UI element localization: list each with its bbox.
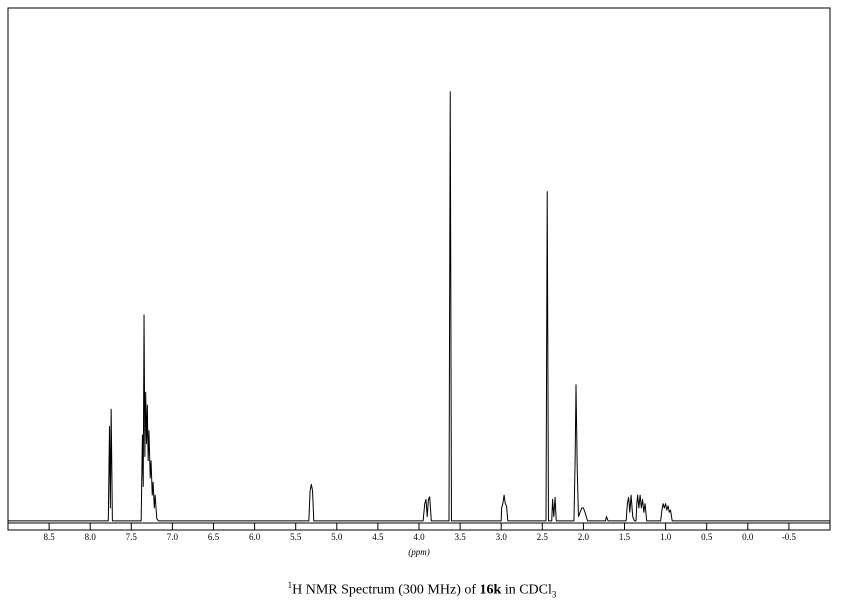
x-tick-label: 6.0 (249, 532, 261, 542)
x-tick-label: 5.5 (290, 532, 302, 542)
x-tick-label: 0.0 (742, 532, 754, 542)
x-axis-label: (ppm) (408, 547, 430, 557)
caption-compound: 16k (479, 582, 502, 598)
caption-sup: 1 (287, 580, 293, 590)
x-tick-label: 4.5 (372, 532, 384, 542)
x-tick-label: 1.5 (619, 532, 631, 542)
caption: 1H NMR Spectrum (300 MHz) of 16k in CDCl… (0, 580, 844, 599)
x-tick-label: 2.0 (578, 532, 590, 542)
caption-sub: 3 (551, 589, 557, 600)
x-tick-label: 5.0 (331, 532, 343, 542)
caption-text: in CDCl (501, 582, 552, 598)
x-tick-label: 3.0 (496, 532, 508, 542)
x-tick-label: 0.5 (701, 532, 713, 542)
caption-text: H NMR Spectrum (300 MHz) of (292, 582, 480, 598)
x-tick-label: 8.0 (85, 532, 97, 542)
x-tick-label: 8.5 (43, 532, 55, 542)
x-tick-label: 6.5 (208, 532, 220, 542)
plot-frame (7, 7, 831, 531)
x-tick-label: 7.0 (167, 532, 179, 542)
x-tick-label: 7.5 (126, 532, 138, 542)
x-tick-label: 4.0 (413, 532, 425, 542)
x-tick-label: 2.5 (537, 532, 549, 542)
x-tick-label: -0.5 (782, 532, 797, 542)
spectrum-line (8, 91, 830, 522)
chart: (ppm) 8.5 8.0 7.5 7.0 6.5 6.0 5.5 5.0 4.5 4.0 3.5 3… (7, 7, 831, 557)
x-tick-label: 1.0 (660, 532, 672, 542)
x-tick-label: 3.5 (454, 532, 466, 542)
